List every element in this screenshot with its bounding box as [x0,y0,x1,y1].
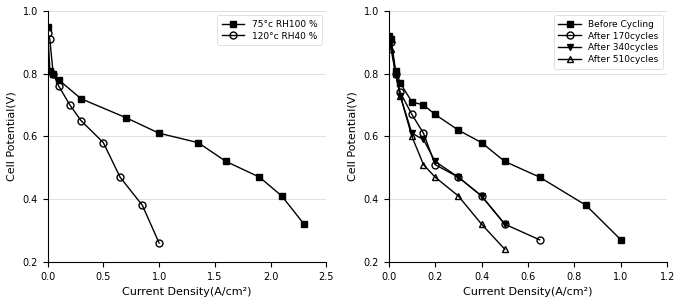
After 340cycles [419,138,428,141]
After 510cycles [454,194,462,198]
After 170cycles [477,194,486,198]
After 340cycles [396,94,404,97]
After 170cycles [431,163,439,166]
After 340cycles [391,72,400,75]
75°c RH100 % [155,131,163,135]
Before Cycling [501,160,509,163]
Before Cycling [617,238,625,242]
After 170cycles [501,222,509,226]
After 340cycles [477,194,486,198]
75°c RH100 % [255,175,263,179]
X-axis label: Current Density(A/cm²): Current Density(A/cm²) [463,287,593,297]
After 170cycles [454,175,462,179]
After 170cycles [419,131,428,135]
After 170cycles [391,72,400,75]
After 510cycles [477,222,486,226]
After 510cycles [385,37,393,41]
Legend: Before Cycling, After 170cycles, After 340cycles, After 510cycles: Before Cycling, After 170cycles, After 3… [554,16,663,69]
After 510cycles [501,247,509,251]
After 340cycles [431,160,439,163]
75°c RH100 % [278,194,286,198]
Before Cycling [387,37,395,41]
120°c RH40 % [77,119,85,123]
After 510cycles [391,72,400,75]
After 340cycles [408,131,416,135]
75°c RH100 % [300,222,308,226]
After 510cycles [431,175,439,179]
75°c RH100 % [46,69,54,72]
After 170cycles [535,238,544,242]
Before Cycling [477,141,486,144]
120°c RH40 % [65,103,74,107]
Before Cycling [535,175,544,179]
Y-axis label: Cell Potential(V): Cell Potential(V) [348,92,358,181]
Before Cycling [391,69,400,72]
Before Cycling [419,103,428,107]
75°c RH100 % [44,25,52,29]
75°c RH100 % [194,141,202,144]
After 510cycles [387,47,395,50]
120°c RH40 % [44,31,52,35]
After 510cycles [396,94,404,97]
Before Cycling [408,100,416,104]
75°c RH100 % [49,72,57,75]
Legend: 75°c RH100 %, 120°c RH40 %: 75°c RH100 %, 120°c RH40 % [218,16,322,45]
120°c RH40 % [138,203,147,207]
120°c RH40 % [116,175,124,179]
After 170cycles [385,37,393,41]
Before Cycling [582,203,590,207]
Before Cycling [396,81,404,85]
X-axis label: Current Density(A/cm²): Current Density(A/cm²) [122,287,252,297]
After 510cycles [419,163,428,166]
After 170cycles [396,91,404,94]
Before Cycling [454,128,462,132]
After 170cycles [408,112,416,116]
Before Cycling [431,112,439,116]
Line: After 510cycles: After 510cycles [385,36,508,253]
After 340cycles [501,222,509,226]
After 340cycles [387,40,395,44]
Line: 120°c RH40 %: 120°c RH40 % [44,29,162,247]
120°c RH40 % [46,37,54,41]
75°c RH100 % [222,160,230,163]
Line: 75°c RH100 %: 75°c RH100 % [44,23,308,228]
Before Cycling [385,34,393,38]
Line: Before Cycling: Before Cycling [385,33,625,243]
120°c RH40 % [55,85,63,88]
Line: After 340cycles: After 340cycles [385,36,508,228]
120°c RH40 % [100,141,108,144]
75°c RH100 % [77,97,85,101]
After 170cycles [387,40,395,44]
75°c RH100 % [121,116,130,119]
120°c RH40 % [155,241,163,245]
120°c RH40 % [49,72,57,75]
After 510cycles [408,135,416,138]
After 340cycles [454,175,462,179]
Y-axis label: Cell Potential(V): Cell Potential(V) [7,92,17,181]
75°c RH100 % [55,78,63,82]
After 340cycles [385,37,393,41]
Line: After 170cycles: After 170cycles [385,36,543,243]
